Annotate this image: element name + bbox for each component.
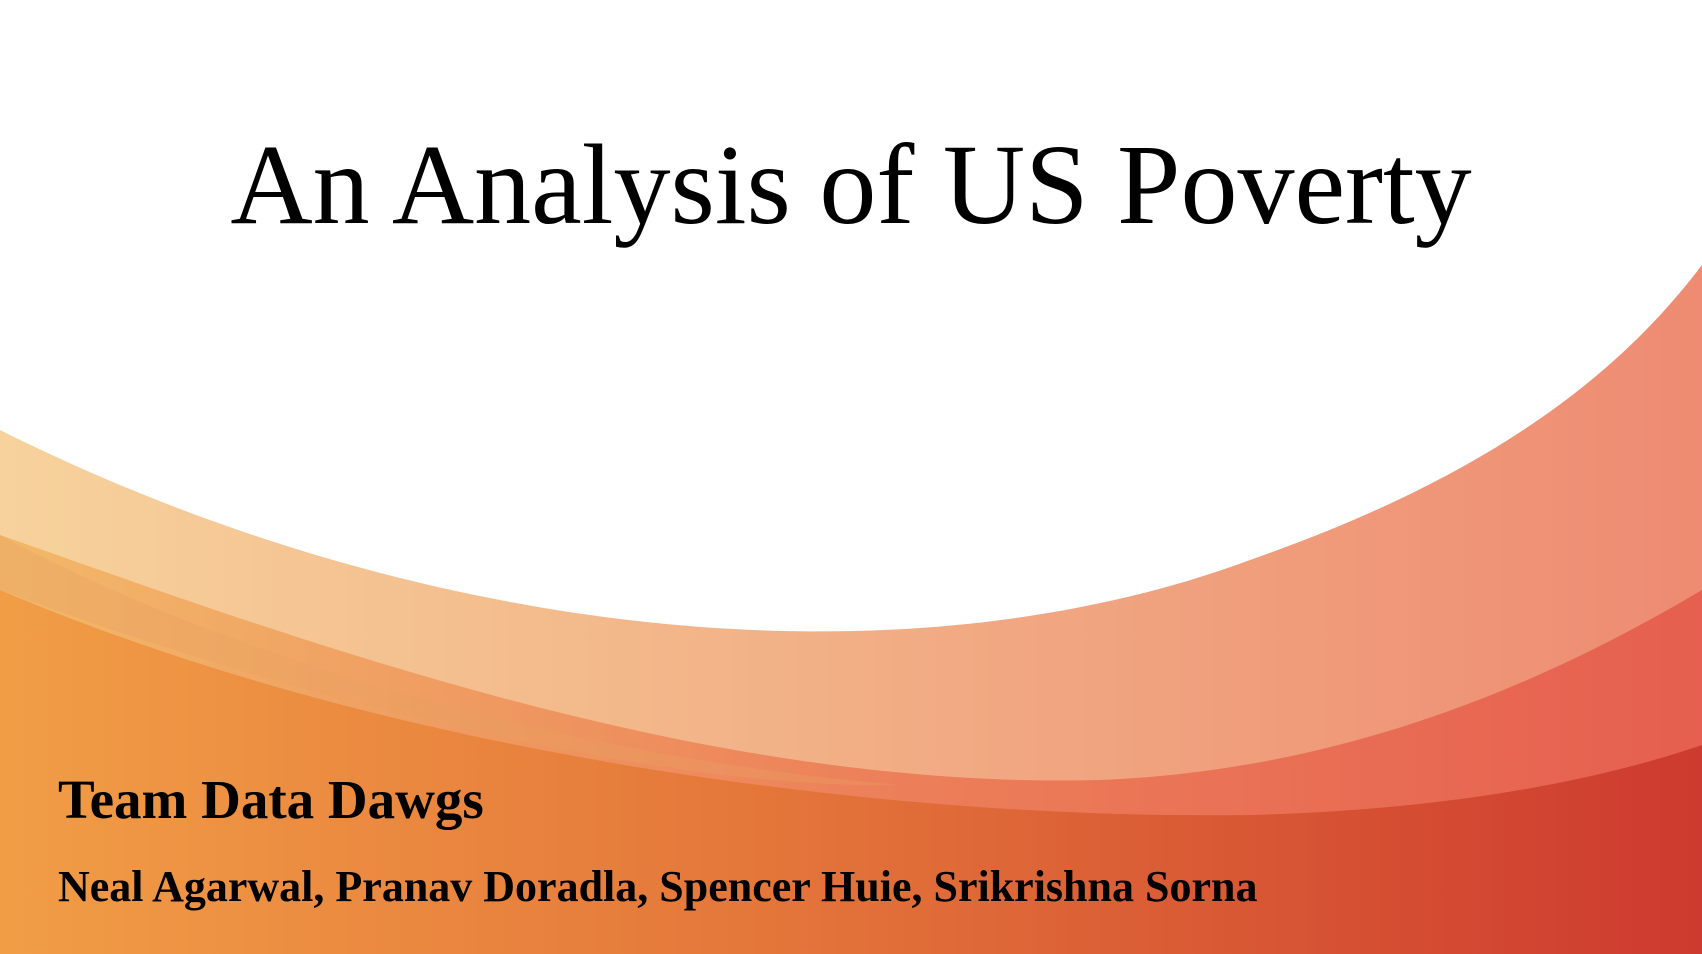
slide-title: An Analysis of US Poverty xyxy=(230,121,1472,248)
team-name: Team Data Dawgs xyxy=(58,769,484,830)
wave-dark xyxy=(0,590,1702,954)
team-members: Neal Agarwal, Pranav Doradla, Spencer Hu… xyxy=(58,862,1258,911)
